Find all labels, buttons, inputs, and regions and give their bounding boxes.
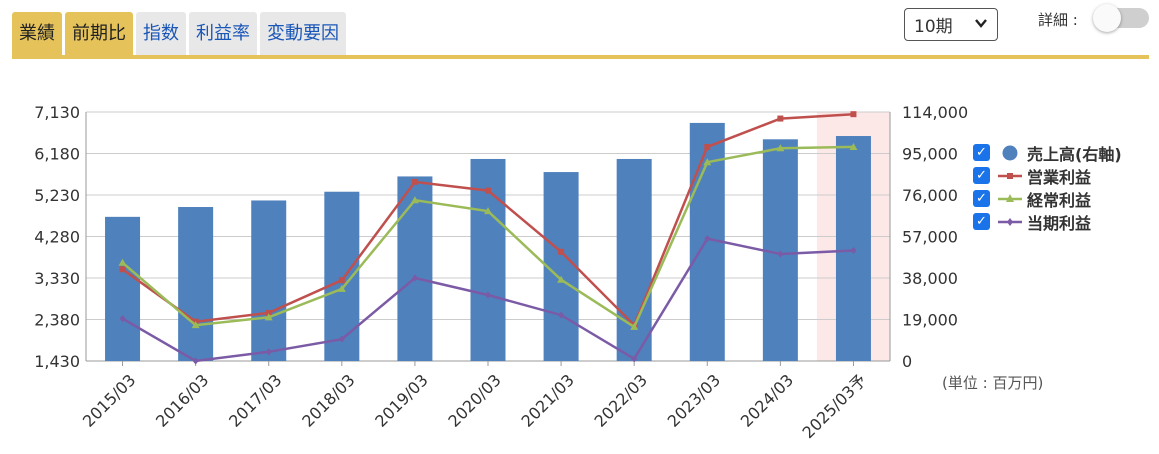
- sales-bar: [543, 172, 579, 361]
- left-axis-tick-label: 4,280: [34, 228, 80, 247]
- right-axis-tick-label: 76,000: [902, 186, 958, 205]
- legend-checkbox-operating[interactable]: ✓: [973, 167, 990, 184]
- right-axis-tick-label: 19,000: [902, 311, 958, 330]
- net-profit-point: [777, 250, 784, 258]
- tab-underline: [12, 55, 1149, 59]
- ordinary-profit-point: [703, 158, 712, 166]
- line-triangle-marker-icon: [998, 193, 1022, 202]
- net-profit-point: [558, 311, 565, 319]
- ordinary-profit-point: [191, 321, 200, 329]
- x-axis-tick-label: 2020/03: [444, 370, 504, 430]
- operating-profit-point: [850, 111, 857, 118]
- net-profit-point: [192, 357, 199, 365]
- tab-results[interactable]: 業績: [12, 12, 62, 55]
- left-axis-tick-label: 7,130: [34, 103, 80, 122]
- legend-label-sales: 売上高(右軸): [1027, 144, 1122, 164]
- legend-item-ordinary: ✓ 経常利益: [973, 187, 1122, 210]
- line-diamond-marker-icon: [998, 217, 1022, 226]
- x-axis-tick-label: 2022/03: [591, 370, 651, 430]
- legend-label-ordinary: 経常利益: [1027, 190, 1092, 210]
- ordinary-profit-point: [264, 313, 273, 321]
- right-axis-tick-label: 0: [902, 352, 912, 371]
- sales-bar: [251, 200, 287, 361]
- sales-bar: [397, 176, 433, 361]
- legend-item-net: ✓ 当期利益: [973, 210, 1122, 233]
- sales-bar: [762, 139, 798, 361]
- net-profit-point: [485, 291, 491, 299]
- x-axis-tick-label: 2023/03: [664, 370, 724, 430]
- sales-bar: [324, 191, 360, 361]
- net-profit-point: [411, 274, 418, 282]
- legend-item-sales: ✓ 売上高(右軸): [973, 141, 1122, 164]
- ordinary-profit-point: [118, 258, 127, 266]
- right-axis-tick-label: 114,000: [902, 103, 968, 122]
- net-profit-point: [631, 355, 638, 363]
- operating-profit-point: [558, 248, 565, 255]
- legend-item-operating: ✓ 営業利益: [973, 164, 1122, 187]
- operating-profit-point: [411, 178, 418, 185]
- left-axis-tick-label: 6,180: [34, 145, 80, 164]
- left-axis-tick-label: 1,430: [34, 352, 80, 371]
- legend-label-net: 当期利益: [1027, 213, 1092, 233]
- x-axis-tick-label: 2015/03: [79, 370, 139, 430]
- toggle-knob: [1093, 4, 1121, 32]
- x-axis-tick-label: 2018/03: [298, 370, 358, 430]
- sales-bar: [105, 216, 141, 361]
- x-axis-tick-label: 2021/03: [517, 370, 577, 430]
- legend: ✓ 売上高(右軸) ✓ 営業利益 ✓ 経常利益 ✓ 当期利益: [973, 141, 1122, 233]
- x-axis-tick-label: 2025/03予: [799, 370, 871, 442]
- legend-checkbox-net[interactable]: ✓: [973, 213, 990, 230]
- chevron-down-icon: [974, 13, 988, 37]
- tab-index[interactable]: 指数: [136, 12, 186, 55]
- unit-label: (単位 : 百万円): [942, 374, 1044, 392]
- x-axis-tick-label: 2024/03: [737, 370, 797, 430]
- circle-icon: [1002, 145, 1018, 160]
- operating-profit-point: [485, 187, 491, 194]
- detail-label: 詳細 :: [1038, 11, 1078, 29]
- ordinary-profit-point: [849, 142, 858, 150]
- left-axis-tick-label: 5,230: [34, 186, 80, 205]
- net-profit-point: [850, 246, 857, 254]
- operating-profit-point: [265, 309, 272, 316]
- legend-checkbox-sales[interactable]: ✓: [973, 144, 990, 161]
- operating-profit-point: [338, 277, 345, 284]
- operating-profit-point: [119, 266, 126, 273]
- detail-toggle[interactable]: [1093, 4, 1149, 32]
- legend-label-operating: 営業利益: [1027, 167, 1092, 187]
- left-axis-tick-label: 2,380: [34, 311, 80, 330]
- net-profit-point: [265, 348, 272, 356]
- ordinary-profit-point: [410, 196, 419, 204]
- sales-bar: [178, 207, 214, 361]
- tab-profit-margin[interactable]: 利益率: [189, 12, 257, 55]
- net-profit-point: [338, 335, 345, 343]
- operating-profit-point: [777, 115, 784, 122]
- operating-profit-point: [704, 143, 711, 150]
- legend-checkbox-ordinary[interactable]: ✓: [973, 190, 990, 207]
- x-axis-tick-label: 2019/03: [371, 370, 431, 430]
- ordinary-profit-point: [776, 144, 785, 152]
- period-select-value: 10期: [914, 17, 953, 37]
- x-axis-tick-label: 2017/03: [225, 370, 285, 430]
- net-profit-point: [704, 235, 711, 243]
- ordinary-profit-point: [484, 207, 492, 215]
- right-axis-tick-label: 57,000: [902, 228, 958, 247]
- right-axis-tick-label: 95,000: [902, 145, 958, 164]
- tab-year-over-year[interactable]: 前期比: [65, 12, 133, 55]
- ordinary-profit-point: [337, 284, 346, 292]
- sales-bar: [616, 158, 652, 361]
- ordinary-profit-point: [630, 322, 639, 330]
- right-axis-tick-label: 38,000: [902, 269, 958, 288]
- ordinary-profit-point: [557, 275, 566, 283]
- tab-change-factors[interactable]: 変動要因: [260, 12, 346, 55]
- x-axis-tick-label: 2016/03: [152, 370, 212, 430]
- tab-bar: 業績 前期比 指数 利益率 変動要因: [12, 12, 346, 55]
- left-axis-tick-label: 3,330: [34, 269, 80, 288]
- line-square-marker-icon: [998, 172, 1022, 179]
- net-profit-point: [119, 315, 126, 323]
- period-select[interactable]: 10期: [904, 8, 998, 41]
